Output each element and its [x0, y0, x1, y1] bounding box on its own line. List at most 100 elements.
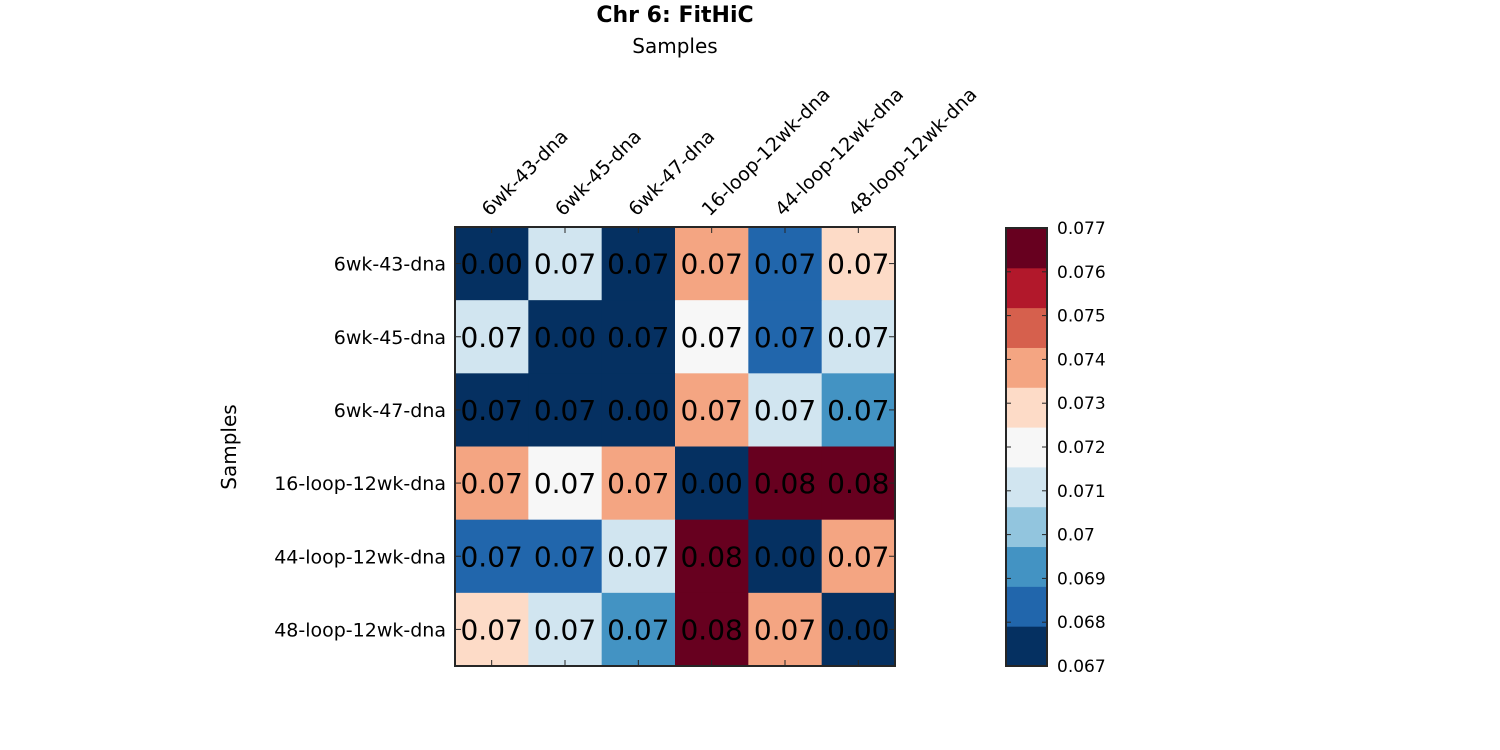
colorbar-tick-label: 0.071	[1057, 482, 1106, 502]
colorbar-tick-label: 0.074	[1057, 350, 1106, 370]
x-tick-label: 16-loop-12wk-dna	[698, 83, 835, 220]
heatmap-cell-labels: 0.00 0.07 0.07 0.07 0.07 0.07 0.07 0.00 0.07 0.07…	[460, 248, 889, 647]
colorbar-tick-label: 0.07	[1057, 526, 1095, 546]
cell-value-label: 0.07	[607, 613, 669, 646]
cell-value-label: 0.07	[534, 248, 596, 281]
heatmap-cell	[528, 592, 603, 667]
colorbar-swatch	[1006, 546, 1047, 587]
colorbar-tick-label: 0.075	[1057, 307, 1106, 327]
cell-value-label: 0.00	[680, 467, 742, 500]
cell-value-label: 0.07	[827, 321, 889, 354]
cell-value-label: 0.00	[460, 248, 522, 281]
heatmap-cell	[601, 227, 676, 301]
heatmap-cell	[601, 592, 676, 667]
colorbar-swatch	[1006, 626, 1047, 667]
cell-value-label: 0.07	[827, 394, 889, 427]
cell-value-label: 0.07	[607, 467, 669, 500]
cell-value-label: 0.07	[607, 540, 669, 573]
heatmap-cell	[748, 373, 823, 447]
cell-value-label: 0.00	[607, 394, 669, 427]
heatmap-cell	[528, 373, 603, 447]
cell-value-label: 0.07	[754, 394, 816, 427]
heatmap-cell	[675, 373, 749, 447]
heatmap-cell	[455, 446, 529, 521]
cell-value-label: 0.07	[680, 248, 742, 281]
heatmap-cell	[821, 227, 896, 301]
cell-value-label: 0.07	[680, 321, 742, 354]
heatmap-cell	[821, 373, 896, 447]
heatmap-cell	[455, 227, 529, 301]
colorbar-swatch	[1006, 347, 1047, 388]
y-axis-label: Samples	[217, 404, 241, 489]
cell-value-label: 0.08	[754, 467, 816, 500]
x-axis-label: Samples	[632, 34, 717, 58]
heatmap-cell	[821, 519, 896, 594]
colorbar-swatch	[1006, 307, 1047, 348]
colorbar-tick-label: 0.072	[1057, 438, 1106, 458]
cell-value-label: 0.07	[754, 613, 816, 646]
y-tick-label: 44-loop-12wk-dna	[274, 546, 446, 568]
heatmap-cell	[528, 300, 603, 374]
cell-value-label: 0.07	[534, 394, 596, 427]
cell-value-label: 0.07	[754, 248, 816, 281]
cell-value-label: 0.07	[607, 248, 669, 281]
heatmap-cell	[748, 300, 823, 374]
y-tick-label: 6wk-45-dna	[334, 327, 446, 349]
cell-value-label: 0.07	[534, 467, 596, 500]
cell-value-label: 0.08	[680, 613, 742, 646]
heatmap-cell	[675, 592, 749, 667]
cell-value-label: 0.00	[534, 321, 596, 354]
x-tick-label: 44-loop-12wk-dna	[771, 83, 908, 220]
heatmap-cell	[821, 592, 896, 667]
heatmap-cell	[748, 227, 823, 301]
heatmap-cell	[675, 519, 749, 594]
heatmap-cell	[748, 446, 823, 521]
heatmap-cell	[748, 519, 823, 594]
cell-value-label: 0.07	[460, 394, 522, 427]
colorbar-swatch	[1006, 506, 1047, 548]
colorbar-tick-label: 0.077	[1057, 219, 1106, 239]
cell-value-label: 0.00	[754, 540, 816, 573]
colorbar-tick-label: 0.073	[1057, 394, 1106, 414]
heatmap-cell	[675, 300, 749, 374]
heatmap-cell	[528, 227, 603, 301]
colorbar-swatch	[1006, 228, 1047, 269]
heatmap-cell	[601, 300, 676, 374]
colorbar-tick-label: 0.076	[1057, 263, 1106, 283]
heatmap-cells	[455, 227, 896, 667]
cell-value-label: 0.07	[534, 613, 596, 646]
colorbar-swatch	[1006, 586, 1047, 627]
cell-value-label: 0.07	[460, 467, 522, 500]
heatmap-cell	[675, 227, 749, 301]
cell-value-label: 0.07	[607, 321, 669, 354]
colorbar-swatch	[1006, 466, 1047, 508]
cell-value-label: 0.07	[827, 540, 889, 573]
cell-value-label: 0.07	[754, 321, 816, 354]
heatmap-cell	[455, 592, 529, 667]
cell-value-label: 0.07	[460, 613, 522, 646]
heatmap-cell	[675, 446, 749, 521]
heatmap-cell	[455, 300, 529, 374]
x-tick-label: 48-loop-12wk-dna	[844, 83, 981, 220]
colorbar-swatch	[1006, 427, 1047, 468]
cell-value-label: 0.08	[680, 540, 742, 573]
y-tick-label: 16-loop-12wk-dna	[274, 473, 446, 495]
colorbar-swatch	[1006, 387, 1047, 428]
colorbar-tick-label: 0.067	[1057, 657, 1106, 677]
colorbar-tick-label: 0.068	[1057, 613, 1106, 633]
y-tick-label: 48-loop-12wk-dna	[274, 619, 446, 641]
heatmap-cell	[748, 592, 823, 667]
colorbar-swatch	[1006, 267, 1047, 309]
cell-value-label: 0.08	[827, 467, 889, 500]
heatmap-cell	[601, 519, 676, 594]
colorbar-tick-label: 0.069	[1057, 569, 1106, 589]
cell-value-label: 0.07	[534, 540, 596, 573]
heatmap-cell	[601, 373, 676, 447]
cell-value-label: 0.00	[827, 613, 889, 646]
heatmap-cell	[601, 446, 676, 521]
cell-value-label: 0.07	[460, 321, 522, 354]
heatmap-cell	[528, 446, 603, 521]
chart-title: Chr 6: FitHiC	[596, 3, 753, 28]
colorbar: 0.067 0.068 0.069 0.07 0.071 0.072 0.073 0.074 0…	[1005, 219, 1106, 677]
heatmap-cell	[528, 519, 603, 594]
